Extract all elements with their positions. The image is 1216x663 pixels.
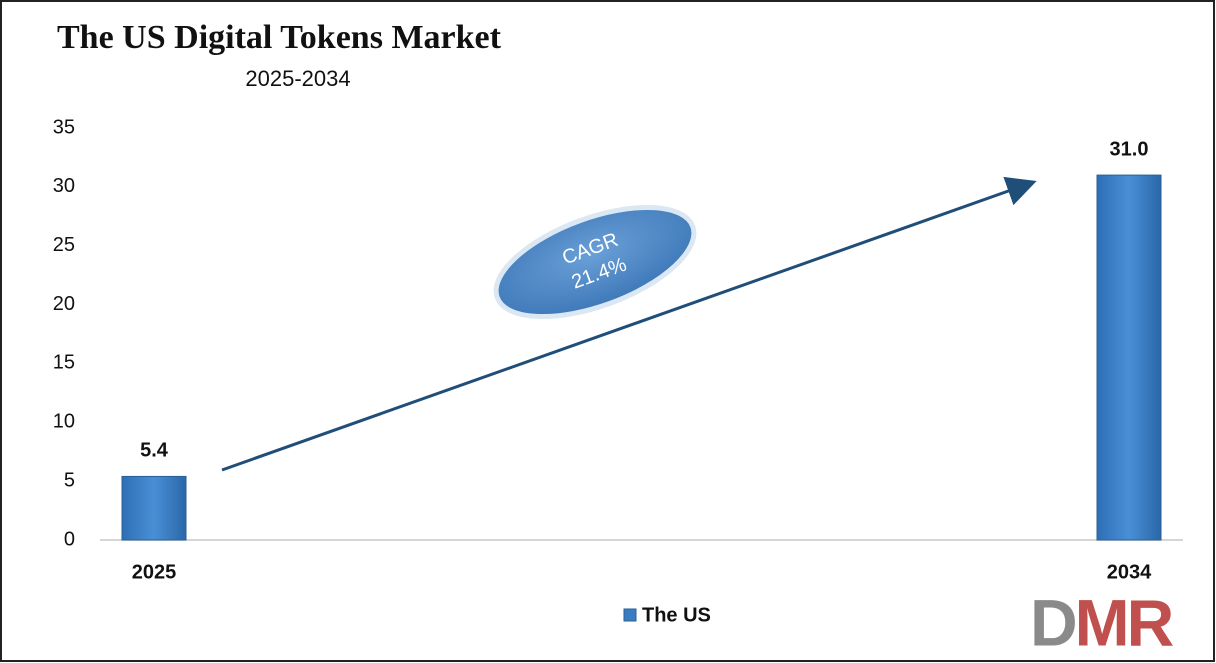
bar xyxy=(1096,174,1162,541)
cagr-badge: CAGR 21.4% xyxy=(493,204,697,320)
legend-label: The US xyxy=(642,604,711,626)
y-tick-label: 30 xyxy=(53,175,75,197)
bar xyxy=(121,475,187,541)
y-tick-label: 5 xyxy=(64,469,75,491)
cagr-ellipse xyxy=(493,204,697,320)
y-tick-label: 20 xyxy=(53,293,75,315)
chart-subtitle: 2025-2034 xyxy=(245,66,350,91)
x-tick-label: 2034 xyxy=(1107,561,1152,583)
x-tick-label: 2025 xyxy=(132,561,177,583)
value-label: 31.0 xyxy=(1110,138,1149,160)
chart-title: The US Digital Tokens Market xyxy=(57,19,502,56)
y-tick-label: 25 xyxy=(53,234,75,256)
value-label: 5.4 xyxy=(140,440,169,462)
y-tick-label: 10 xyxy=(53,411,75,433)
y-tick-label: 0 xyxy=(64,528,75,550)
trend-arrow xyxy=(221,176,1037,472)
logo: DMR xyxy=(1030,585,1174,659)
legend-swatch xyxy=(623,608,637,622)
y-tick-label: 35 xyxy=(53,116,75,138)
y-tick-label: 15 xyxy=(53,352,75,374)
